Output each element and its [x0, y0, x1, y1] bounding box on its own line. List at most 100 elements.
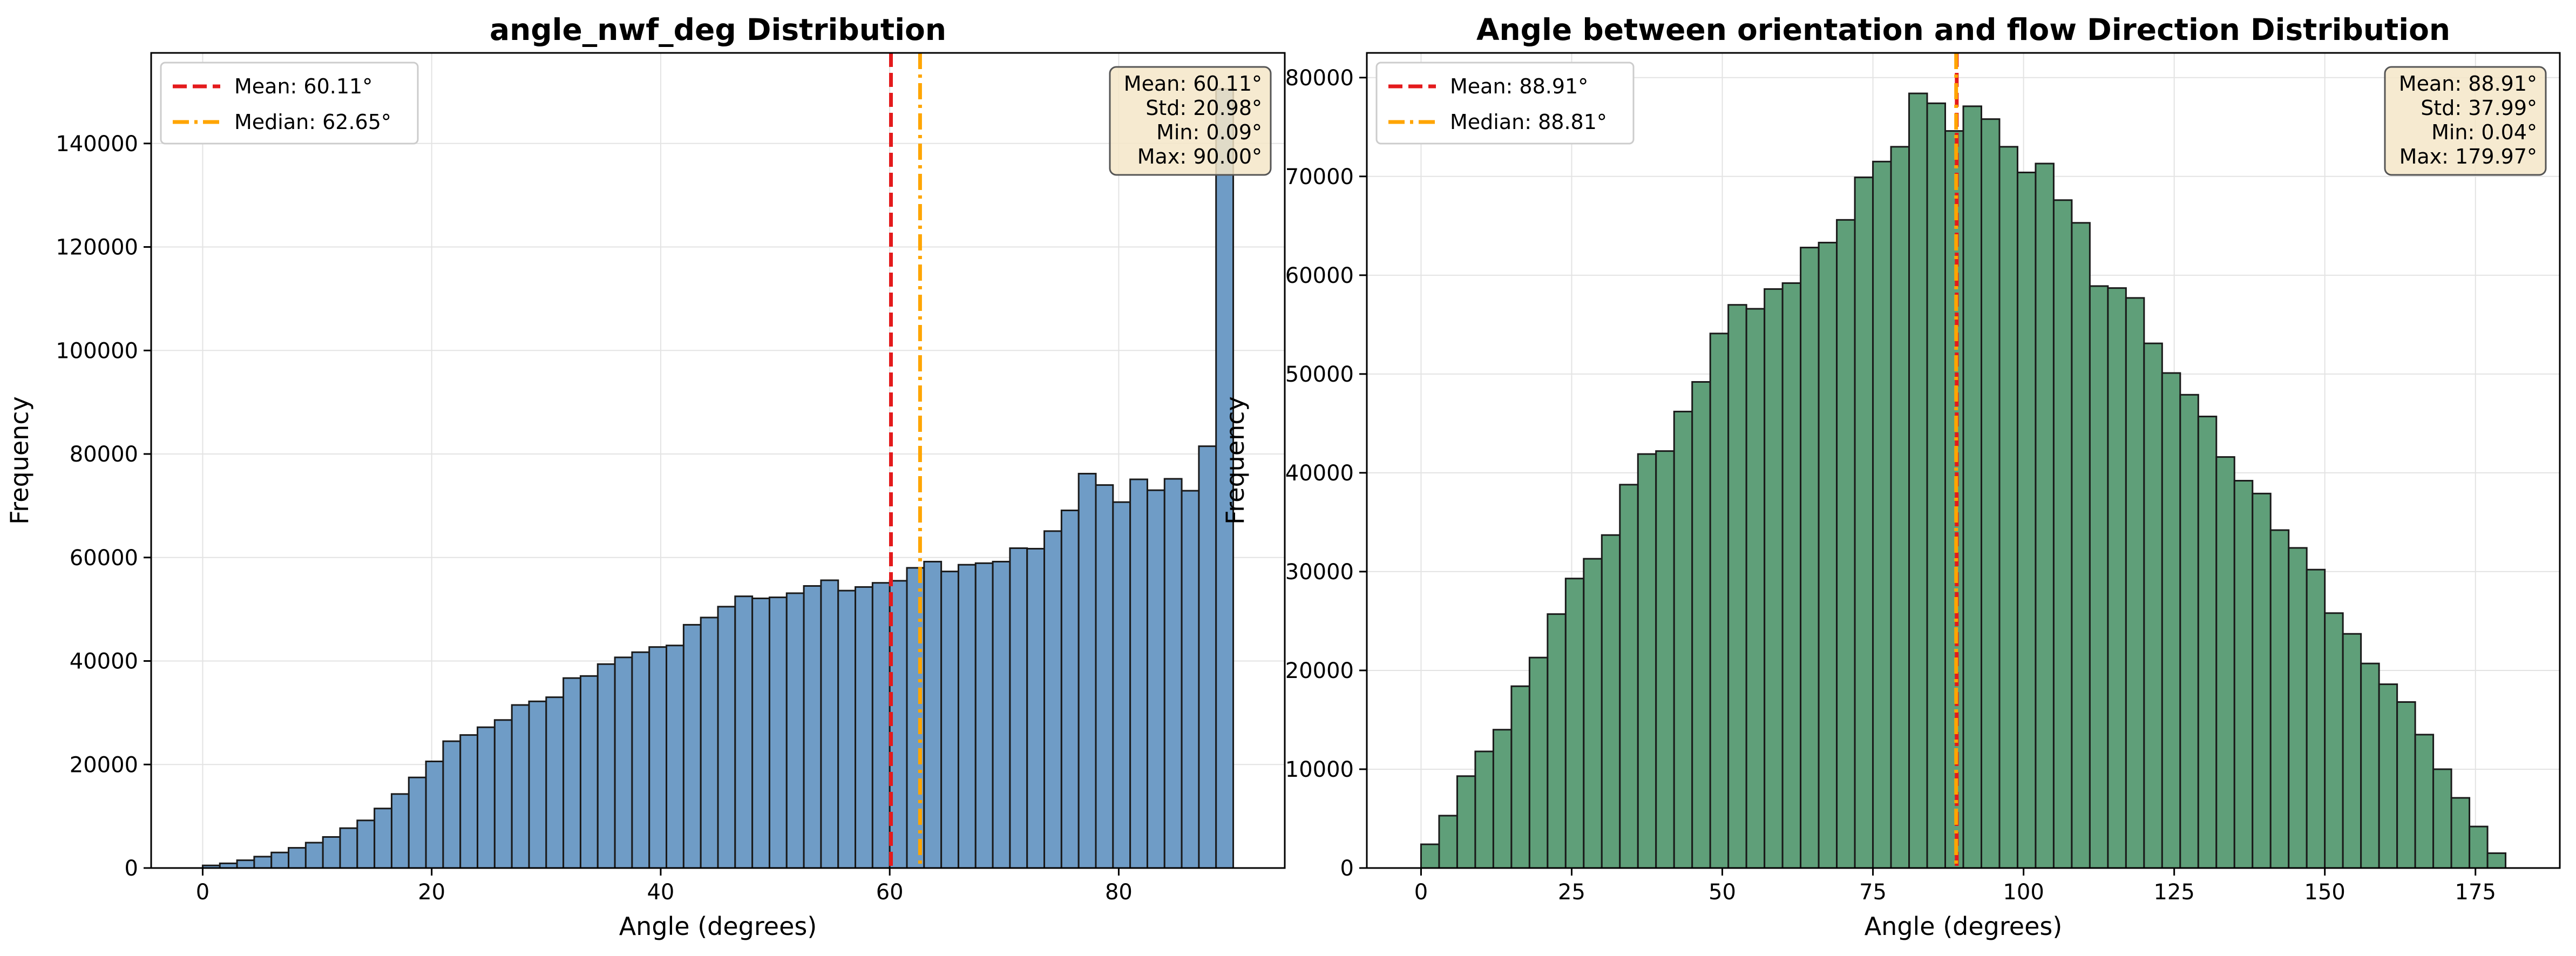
histogram-bar — [511, 704, 530, 869]
legend-mean-label: Mean: 88.91° — [1450, 74, 1588, 98]
histogram-bar — [1456, 775, 1476, 869]
x-axis-label: Angle (degrees) — [619, 912, 817, 941]
y-tick-label: 70000 — [1285, 165, 1354, 189]
histogram-bar — [2016, 171, 2037, 869]
x-tick-label: 0 — [196, 880, 209, 905]
legend-median-label: Median: 88.81° — [1450, 110, 1607, 134]
histogram-bar — [1800, 247, 1820, 869]
x-tick-label: 125 — [2153, 880, 2194, 905]
histogram-bar — [631, 651, 650, 869]
stats-max: Max: 179.97° — [2399, 145, 2537, 168]
histogram-bar — [1583, 558, 1603, 869]
histogram-bar — [459, 734, 479, 869]
histogram-bar — [1998, 146, 2018, 869]
histogram-bar — [1528, 656, 1549, 869]
histogram-bar — [1727, 304, 1747, 869]
histogram-bar — [2233, 480, 2254, 869]
histogram-bar — [425, 761, 444, 869]
histogram-bar — [1215, 88, 1235, 869]
histogram-bar — [1655, 450, 1675, 869]
histogram-bar — [717, 606, 736, 869]
histogram-bar — [785, 592, 805, 869]
y-tick-label: 20000 — [1285, 659, 1354, 683]
histogram-bar — [751, 598, 770, 869]
histogram-bar — [1181, 490, 1200, 869]
histogram-bar — [2071, 222, 2091, 869]
histogram-bar — [2125, 297, 2145, 869]
histogram-bar — [1420, 843, 1440, 869]
histogram-bar — [442, 740, 462, 869]
histogram-bar — [477, 726, 496, 869]
histogram-bar — [2486, 852, 2507, 869]
legend-box — [160, 62, 419, 145]
histogram-bar — [2052, 199, 2073, 869]
stats-std: Std: 20.98° — [1145, 96, 1262, 120]
histogram-bar — [1060, 510, 1080, 869]
histogram-bar — [1026, 547, 1046, 869]
histogram-bar — [304, 842, 324, 869]
histogram-bar — [2161, 372, 2181, 869]
histogram-bar — [1129, 478, 1148, 869]
histogram-bar — [1908, 92, 1928, 869]
histogram-bar — [562, 677, 581, 869]
histogram-bar — [2342, 633, 2362, 869]
y-tick-label: 100000 — [56, 338, 138, 363]
histogram-bar — [855, 586, 873, 869]
y-tick-label: 40000 — [1285, 461, 1354, 486]
histogram-bar — [992, 560, 1011, 869]
y-tick-label: 60000 — [1285, 263, 1354, 288]
histogram-bar — [545, 696, 565, 869]
histogram-bar — [2252, 492, 2272, 869]
histogram-bar — [1709, 333, 1730, 869]
legend: Mean: 88.91° Median: 88.81° — [1375, 62, 1635, 145]
histogram-bar — [528, 700, 547, 869]
x-tick-label: 25 — [1558, 880, 1585, 905]
histogram-bar — [2197, 416, 2218, 869]
y-tick-label: 0 — [1340, 856, 1354, 881]
x-tick-label: 40 — [647, 880, 674, 905]
histogram-bar — [1637, 453, 1657, 869]
histogram-bar — [1836, 219, 1856, 869]
histogram-bar — [1438, 815, 1458, 869]
histogram-bar — [1163, 478, 1183, 869]
histogram-bar — [682, 623, 702, 869]
histogram-bar — [253, 856, 273, 869]
histogram-bar — [1043, 530, 1062, 869]
histogram-bar — [2469, 825, 2489, 869]
histogram-bar — [1926, 102, 1947, 869]
histogram-bar — [614, 656, 633, 869]
x-tick-label: 150 — [2304, 880, 2345, 905]
stats-box-background — [2384, 66, 2547, 176]
histogram-bar — [1095, 484, 1114, 869]
histogram-bar — [1112, 501, 1131, 869]
histogram-bar — [837, 589, 857, 869]
histogram-bar — [2450, 797, 2471, 869]
x-tick-label: 20 — [418, 880, 445, 905]
histogram-bar — [2215, 456, 2235, 869]
histogram-bar — [1077, 472, 1097, 869]
legend-median-label: Median: 62.65° — [234, 110, 391, 134]
histogram-bar — [2432, 768, 2452, 869]
x-tick-label: 100 — [2003, 880, 2044, 905]
histogram-bar — [1564, 578, 1585, 869]
x-tick-label: 50 — [1709, 880, 1736, 905]
histogram-bar — [1619, 484, 1639, 869]
stats-box-background — [1109, 66, 1272, 176]
histogram-bar — [1691, 381, 1711, 869]
histogram-bar — [803, 585, 822, 869]
histogram-bar — [1146, 489, 1165, 869]
legend: Mean: 60.11° Median: 62.65° — [160, 62, 419, 145]
axes-frame — [1366, 52, 2561, 869]
chart-angle-nwf-deg: 0 20 40 60 80 0 20000 40000 60000 80000 100000 1200… — [5, 12, 1286, 941]
x-tick-label: 175 — [2455, 880, 2496, 905]
histogram-bar — [940, 571, 959, 869]
histogram-bar — [339, 827, 358, 869]
histogram-bar — [1980, 118, 2001, 869]
histogram-bar — [974, 562, 994, 869]
histogram-bar — [2089, 285, 2109, 869]
y-tick-label: 120000 — [56, 235, 138, 260]
histogram-bar — [579, 675, 599, 869]
histogram-bar — [2378, 683, 2398, 869]
histogram-bar — [957, 564, 977, 869]
histogram-bar — [734, 595, 754, 869]
